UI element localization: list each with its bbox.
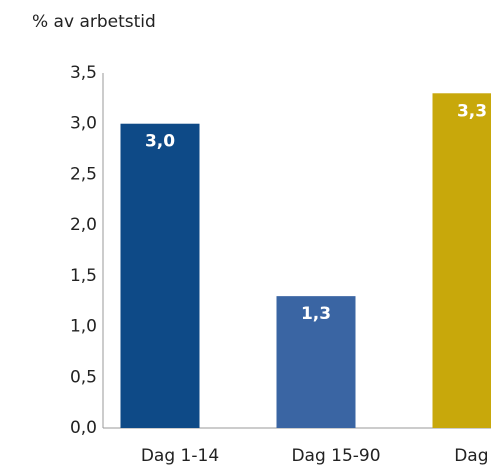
bar (120, 123, 200, 428)
y-tick-label: 2,5 (70, 164, 97, 184)
bar (432, 93, 491, 429)
y-tick-label: 1,5 (70, 266, 97, 286)
y-tick-label: 2,0 (70, 215, 97, 235)
value-label: 3,3 (457, 101, 487, 121)
y-tick-label: 0,0 (70, 418, 97, 438)
y-tick-label: 3,5 (70, 63, 97, 83)
y-axis-label: % av arbetstid (32, 12, 156, 32)
value-label: 1,3 (301, 304, 331, 324)
y-tick-label: 0,5 (70, 367, 97, 387)
x-tick-label: Dag 15-90 (291, 446, 380, 466)
y-tick-label: 3,0 (70, 114, 97, 134)
value-label: 3,0 (145, 132, 175, 152)
x-tick-label: Dag 1-14 (141, 446, 219, 466)
x-tick-label: Dag 90+ (454, 446, 491, 466)
y-tick-label: 1,0 (70, 317, 97, 337)
bar (276, 296, 356, 428)
